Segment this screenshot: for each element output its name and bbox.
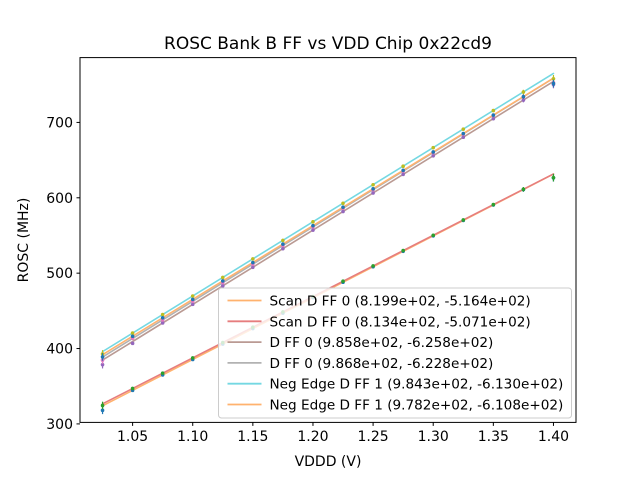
data-point [371, 264, 375, 268]
data-point [160, 321, 165, 325]
data-point [220, 275, 225, 280]
data-point [401, 248, 405, 253]
y-tick-label: 500 [46, 266, 73, 282]
data-point [190, 294, 195, 298]
data-point [251, 265, 255, 270]
data-point [160, 312, 165, 317]
data-point [431, 145, 436, 150]
data-point [491, 113, 496, 117]
data-point [431, 154, 436, 158]
data-point [371, 191, 375, 195]
legend-entry: D FF 0 (9.858e+02, -6.258e+02) [227, 335, 494, 351]
fit-line [101, 72, 555, 353]
data-point [190, 356, 195, 360]
data-point [281, 242, 285, 246]
x-tick-label: 1.30 [418, 429, 449, 445]
data-point [130, 386, 135, 391]
fit-line [101, 77, 555, 356]
data-point [100, 408, 105, 413]
y-tick-label: 400 [46, 342, 73, 358]
y-tick-label: 300 [46, 417, 73, 433]
y-tick-label: 600 [46, 191, 73, 207]
y-axis-label: ROSC (MHz) [16, 198, 32, 283]
data-point [220, 284, 225, 288]
fit-line [101, 80, 555, 361]
data-point [341, 205, 345, 210]
data-point [491, 116, 496, 121]
data-point [160, 371, 165, 375]
data-point [461, 135, 466, 139]
legend-label: Neg Edge D FF 1 (9.782e+02, -6.108e+02) [270, 398, 564, 414]
data-point [461, 127, 466, 131]
data-point [341, 279, 345, 284]
y-tick-label: 700 [46, 115, 73, 131]
data-point [551, 175, 556, 180]
data-point [521, 98, 526, 102]
data-point [341, 201, 345, 206]
x-tick-label: 1.10 [177, 429, 208, 445]
data-point [281, 246, 285, 251]
data-point [130, 341, 135, 346]
legend-entry: Scan D FF 0 (8.134e+02, -5.071e+02) [227, 314, 531, 330]
data-point [551, 81, 556, 86]
data-point [431, 150, 436, 154]
legend-label: D FF 0 (9.868e+02, -6.228e+02) [270, 356, 494, 372]
data-point [190, 302, 195, 307]
data-point [491, 108, 496, 113]
x-tick-label: 1.40 [538, 429, 569, 445]
x-axis-label: VDDD (V) [295, 454, 362, 470]
data-point [491, 202, 496, 207]
legend-entry: D FF 0 (9.868e+02, -6.228e+02) [227, 356, 494, 372]
data-point [521, 187, 526, 192]
data-point [371, 187, 375, 191]
data-point [371, 182, 375, 187]
data-point [130, 334, 135, 339]
data-point [100, 355, 105, 359]
data-point [401, 164, 405, 169]
data-point [130, 331, 135, 335]
legend-entry: Scan D FF 0 (8.199e+02, -5.164e+02) [227, 294, 531, 310]
data-point [281, 238, 285, 243]
x-tick-label: 1.05 [117, 429, 148, 445]
data-point [461, 218, 466, 222]
x-tick-label: 1.35 [478, 429, 509, 445]
legend: Scan D FF 0 (8.199e+02, -5.164e+02) Scan … [218, 287, 572, 419]
legend-box [218, 287, 572, 419]
legend-label: Scan D FF 0 (8.199e+02, -5.164e+02) [270, 294, 531, 310]
data-point [251, 260, 255, 265]
legend-label: Scan D FF 0 (8.134e+02, -5.071e+02) [270, 314, 531, 330]
data-point [431, 233, 436, 238]
legend-entry: Neg Edge D FF 1 (9.782e+02, -6.108e+02) [227, 398, 564, 414]
legend-label: Neg Edge D FF 1 (9.843e+02, -6.130e+02) [270, 377, 564, 393]
data-point [461, 131, 466, 136]
data-point [311, 220, 315, 224]
data-point [100, 362, 105, 367]
data-point [311, 228, 315, 232]
plot-border [79, 57, 577, 423]
legend-entry: Neg Edge D FF 1 (9.843e+02, -6.130e+02) [227, 377, 564, 393]
data-point [521, 94, 526, 99]
data-point [160, 315, 165, 320]
data-point [100, 403, 105, 408]
data-point [190, 297, 195, 302]
data-point [341, 209, 345, 214]
data-point [220, 279, 225, 283]
data-point [401, 172, 405, 177]
x-tick-label: 1.25 [358, 429, 389, 445]
data-point [521, 90, 526, 94]
data-point [251, 257, 255, 261]
data-point [311, 223, 315, 228]
plot-content: 1.05 1.10 1.15 1.20 1.25 1.30 1.35 1.40 300 400 50… [46, 57, 577, 445]
x-tick-label: 1.20 [297, 429, 328, 445]
data-point [551, 76, 556, 81]
legend-label: D FF 0 (9.858e+02, -6.258e+02) [270, 335, 494, 351]
chart-title: ROSC Bank B FF vs VDD Chip 0x22cd9 [164, 34, 492, 54]
x-tick-label: 1.15 [237, 429, 268, 445]
data-point [401, 168, 405, 173]
